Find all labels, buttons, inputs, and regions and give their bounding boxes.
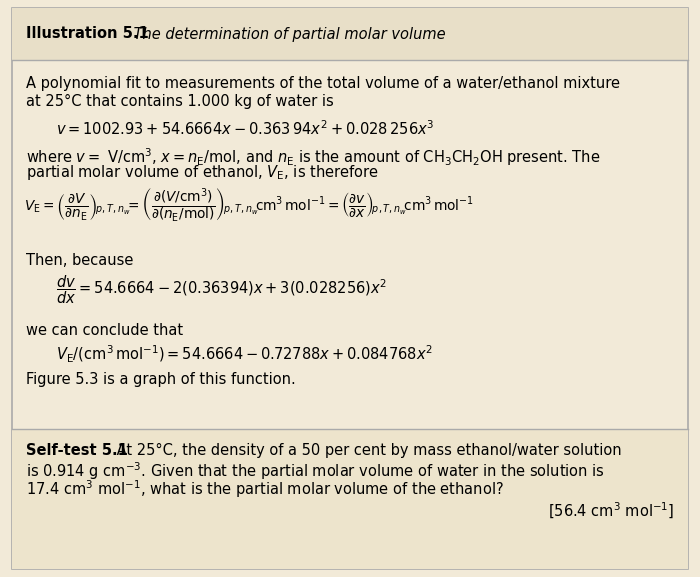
Bar — [12, 8, 688, 60]
Text: at 25°C that contains 1.000 kg of water is: at 25°C that contains 1.000 kg of water … — [26, 93, 334, 108]
Text: 17.4 cm$^3$ mol$^{-1}$, what is the partial molar volume of the ethanol?: 17.4 cm$^3$ mol$^{-1}$, what is the part… — [26, 478, 504, 500]
Text: Then, because: Then, because — [26, 253, 134, 268]
Text: we can conclude that: we can conclude that — [26, 323, 183, 338]
Text: Self-test 5.1: Self-test 5.1 — [26, 443, 128, 458]
Text: $\dfrac{dv}{dx} = 54.6664 - 2(0.36394)x + 3(0.028256)x^2$: $\dfrac{dv}{dx} = 54.6664 - 2(0.36394)x … — [56, 273, 387, 306]
Text: partial molar volume of ethanol, $V_\mathrm{E}$, is therefore: partial molar volume of ethanol, $V_\mat… — [26, 163, 379, 182]
Text: where $v = $ V/cm$^3$, $x = n_\mathrm{E}$/mol, and $n_\mathrm{E}$ is the amount : where $v = $ V/cm$^3$, $x = n_\mathrm{E}… — [26, 146, 601, 168]
Text: Figure 5.3 is a graph of this function.: Figure 5.3 is a graph of this function. — [26, 372, 295, 387]
Text: Illustration 5.1: Illustration 5.1 — [26, 27, 148, 42]
Text: $V_\mathrm{E} = \left(\dfrac{\partial V}{\partial n_\mathrm{E}}\right)_{\!p,T,n_: $V_\mathrm{E} = \left(\dfrac{\partial V}… — [24, 186, 474, 224]
Text: [56.4 cm$^3$ mol$^{-1}$]: [56.4 cm$^3$ mol$^{-1}$] — [547, 501, 674, 521]
Bar — [12, 429, 688, 569]
Text: $V_\mathrm{E}/(\mathrm{cm}^3\,\mathrm{mol}^{-1}) = 54.6664 - 0.72788x + 0.084768: $V_\mathrm{E}/(\mathrm{cm}^3\,\mathrm{mo… — [56, 344, 433, 365]
Text: is 0.914 g cm$^{-3}$. Given that the partial molar volume of water in the soluti: is 0.914 g cm$^{-3}$. Given that the par… — [26, 460, 605, 482]
Text: $v = 1002.93 + 54.6664x - 0.363\,94x^2 + 0.028\,256x^3$: $v = 1002.93 + 54.6664x - 0.363\,94x^2 +… — [56, 120, 435, 138]
Text: The determination of partial molar volume: The determination of partial molar volum… — [129, 27, 446, 42]
Text: A polynomial fit to measurements of the total volume of a water/ethanol mixture: A polynomial fit to measurements of the … — [26, 76, 620, 91]
Text: At 25°C, the density of a 50 per cent by mass ethanol/water solution: At 25°C, the density of a 50 per cent by… — [112, 443, 622, 458]
